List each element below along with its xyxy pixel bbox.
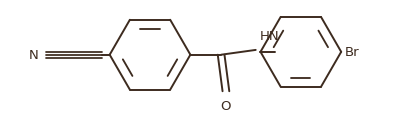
Text: HN: HN [259, 30, 279, 43]
Text: Br: Br [345, 46, 359, 59]
Text: N: N [29, 49, 39, 62]
Text: O: O [221, 99, 231, 112]
